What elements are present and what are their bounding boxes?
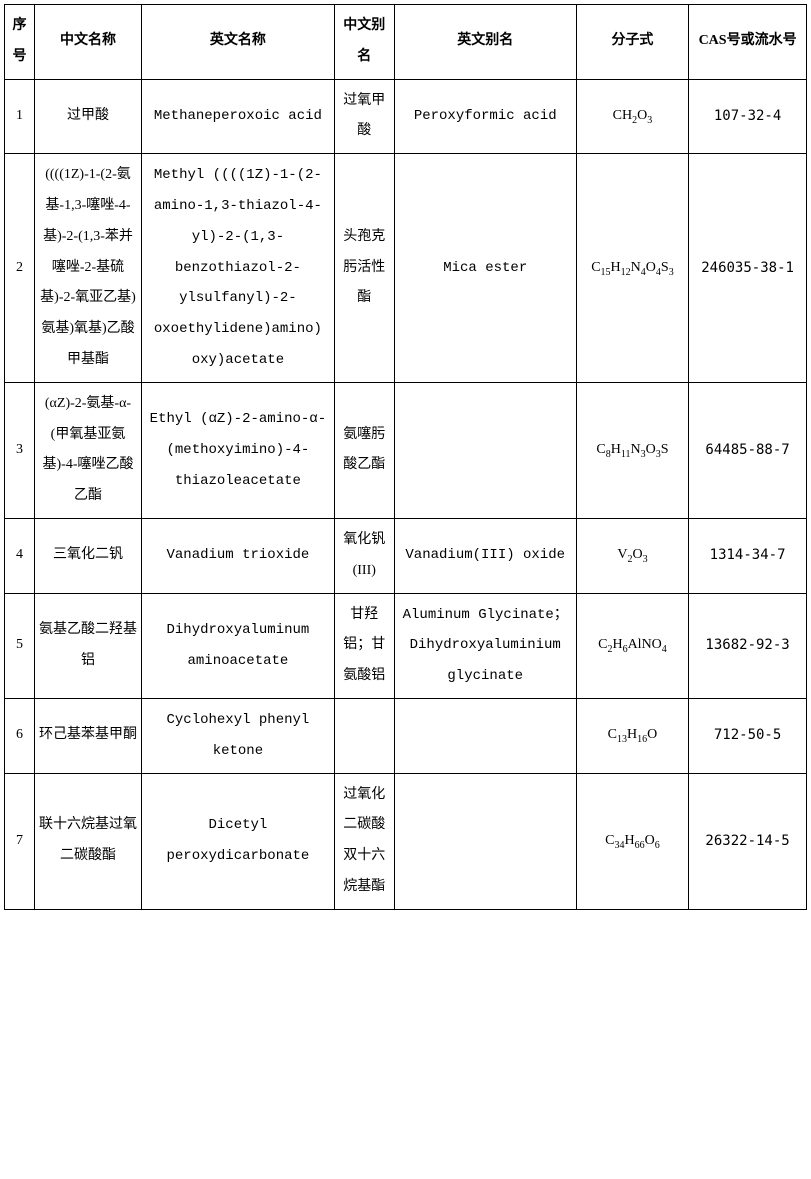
header-cas: CAS号或流水号	[689, 5, 807, 80]
table-row: 1过甲酸Methaneperoxoic acid过氧甲酸Peroxyformic…	[5, 79, 807, 154]
cell-en-name: Dihydroxyaluminum aminoacetate	[142, 593, 335, 698]
cell-en-alias	[394, 698, 576, 773]
header-row: 序号 中文名称 英文名称 中文别名 英文别名 分子式 CAS号或流水号	[5, 5, 807, 80]
cell-en-name: Methyl ((((1Z)-1-(2-amino-1,3-thiazol-4-…	[142, 154, 335, 383]
cell-formula: C34H66O6	[576, 773, 688, 909]
cell-en-name: Ethyl (αZ)-2-amino-α-(methoxyimino)-4-th…	[142, 382, 335, 518]
cell-en-alias: Peroxyformic acid	[394, 79, 576, 154]
cell-formula: C13H16O	[576, 698, 688, 773]
cell-cas: 1314-34-7	[689, 518, 807, 593]
cell-seq: 6	[5, 698, 35, 773]
cell-formula: CH2O3	[576, 79, 688, 154]
table-row: 4三氧化二钒Vanadium trioxide氧化钒(III)Vanadium(…	[5, 518, 807, 593]
cell-cn-alias: 氧化钒(III)	[334, 518, 394, 593]
header-en-name: 英文名称	[142, 5, 335, 80]
cell-formula: C15H12N4O4S3	[576, 154, 688, 383]
table-row: 3(αZ)-2-氨基-α-(甲氧基亚氨基)-4-噻唑乙酸乙酯Ethyl (αZ)…	[5, 382, 807, 518]
cell-cn-alias: 过氧甲酸	[334, 79, 394, 154]
cell-en-name: Dicetyl peroxydicarbonate	[142, 773, 335, 909]
cell-cn-name: 联十六烷基过氧二碳酸酯	[34, 773, 141, 909]
cell-cas: 64485-88-7	[689, 382, 807, 518]
cell-cn-name: (αZ)-2-氨基-α-(甲氧基亚氨基)-4-噻唑乙酸乙酯	[34, 382, 141, 518]
cell-cn-alias: 氨噻肟酸乙酯	[334, 382, 394, 518]
header-cn-alias: 中文别名	[334, 5, 394, 80]
cell-en-name: Vanadium trioxide	[142, 518, 335, 593]
cell-cn-name: ((((1Z)-1-(2-氨基-1,3-噻唑-4-基)-2-(1,3-苯并噻唑-…	[34, 154, 141, 383]
cell-en-alias: Aluminum Glycinate；Dihydroxyaluminium gl…	[394, 593, 576, 698]
cell-seq: 1	[5, 79, 35, 154]
cell-cn-name: 氨基乙酸二羟基铝	[34, 593, 141, 698]
cell-cas: 13682-92-3	[689, 593, 807, 698]
cell-cas: 712-50-5	[689, 698, 807, 773]
cell-cn-alias: 头孢克肟活性酯	[334, 154, 394, 383]
cell-seq: 4	[5, 518, 35, 593]
header-cn-name: 中文名称	[34, 5, 141, 80]
table-header: 序号 中文名称 英文名称 中文别名 英文别名 分子式 CAS号或流水号	[5, 5, 807, 80]
cell-cn-name: 过甲酸	[34, 79, 141, 154]
cell-en-alias: Vanadium(III) oxide	[394, 518, 576, 593]
cell-formula: C2H6AlNO4	[576, 593, 688, 698]
cell-cn-alias	[334, 698, 394, 773]
cell-formula: C8H11N3O3S	[576, 382, 688, 518]
cell-cn-name: 三氧化二钒	[34, 518, 141, 593]
table-row: 6环己基苯基甲酮Cyclohexyl phenyl ketone C13H16O7…	[5, 698, 807, 773]
cell-seq: 3	[5, 382, 35, 518]
cell-cas: 246035-38-1	[689, 154, 807, 383]
cell-cas: 107-32-4	[689, 79, 807, 154]
cell-en-alias	[394, 773, 576, 909]
cell-en-alias: Mica ester	[394, 154, 576, 383]
table-row: 2((((1Z)-1-(2-氨基-1,3-噻唑-4-基)-2-(1,3-苯并噻唑…	[5, 154, 807, 383]
cell-cas: 26322-14-5	[689, 773, 807, 909]
cell-seq: 2	[5, 154, 35, 383]
header-seq: 序号	[5, 5, 35, 80]
table-body: 1过甲酸Methaneperoxoic acid过氧甲酸Peroxyformic…	[5, 79, 807, 909]
cell-cn-name: 环己基苯基甲酮	[34, 698, 141, 773]
chemical-table: 序号 中文名称 英文名称 中文别名 英文别名 分子式 CAS号或流水号 1过甲酸…	[4, 4, 807, 910]
cell-seq: 7	[5, 773, 35, 909]
cell-formula: V2O3	[576, 518, 688, 593]
header-formula: 分子式	[576, 5, 688, 80]
cell-en-name: Cyclohexyl phenyl ketone	[142, 698, 335, 773]
table-row: 5氨基乙酸二羟基铝Dihydroxyaluminum aminoacetate甘…	[5, 593, 807, 698]
cell-cn-alias: 甘羟铝；甘氨酸铝	[334, 593, 394, 698]
cell-en-name: Methaneperoxoic acid	[142, 79, 335, 154]
cell-seq: 5	[5, 593, 35, 698]
cell-cn-alias: 过氧化二碳酸双十六烷基酯	[334, 773, 394, 909]
table-row: 7联十六烷基过氧二碳酸酯Dicetyl peroxydicarbonate过氧化…	[5, 773, 807, 909]
header-en-alias: 英文别名	[394, 5, 576, 80]
cell-en-alias	[394, 382, 576, 518]
